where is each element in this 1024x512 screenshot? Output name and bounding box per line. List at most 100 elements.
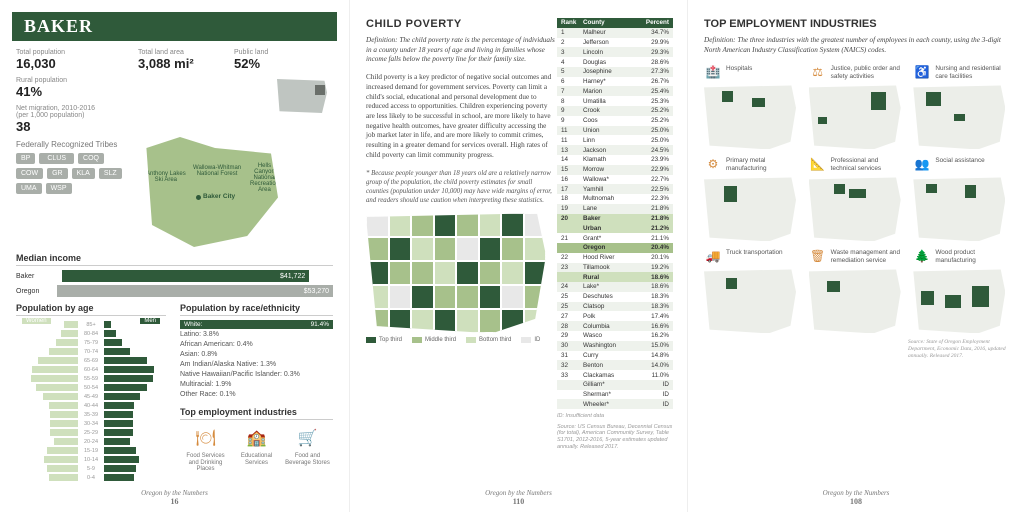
rank-percent: 25.2% <box>639 117 669 124</box>
age-bar-women <box>31 375 78 382</box>
tribe-tag: SLZ <box>99 168 122 179</box>
rank-row: 33Clackamas11.0% <box>557 370 673 380</box>
rank-number: 18 <box>561 195 583 202</box>
age-bar-women <box>64 321 78 328</box>
choropleth-cell <box>524 237 547 261</box>
rank-number: 14 <box>561 156 583 163</box>
age-bar-men <box>104 402 134 409</box>
rank-number: 13 <box>561 147 583 154</box>
industry-item: 🚚Truck transportation <box>704 249 799 333</box>
rank-row: 9Coos25.2% <box>557 116 673 126</box>
rank-percent: 17.4% <box>639 313 669 320</box>
age-bar-men <box>104 393 140 400</box>
rank-county: Clatsop <box>583 303 639 310</box>
choropleth-legend: Top thirdMiddle thirdBottom thirdID <box>366 337 556 343</box>
rank-number: 8 <box>561 98 583 105</box>
choropleth-cell <box>479 285 502 309</box>
choropleth-cell <box>479 237 502 261</box>
rank-county: Curry <box>583 352 639 359</box>
tribe-tag: CLUS <box>39 153 74 164</box>
rank-percent: 20.1% <box>639 254 669 261</box>
age-bar-women <box>49 474 78 481</box>
rank-number: 22 <box>561 254 583 261</box>
rank-row: 7Marion25.4% <box>557 86 673 96</box>
choropleth-map <box>366 213 546 333</box>
choropleth-cell <box>434 285 457 309</box>
employment-icon: 🏫 <box>246 428 268 450</box>
age-row: 35-39 <box>16 410 166 419</box>
race-row: Am Indian/Alaska Native: 1.3% <box>180 359 333 369</box>
rank-county: Deschutes <box>583 293 639 300</box>
rank-number: 11 <box>561 137 583 144</box>
age-row: 80-84 <box>16 329 166 338</box>
rank-number: 25 <box>561 303 583 310</box>
age-row: 10-14 <box>16 455 166 464</box>
age-pyramid-chart: Women Men 85+80-8475-7970-7465-6960-6455… <box>16 320 166 490</box>
industry-highlight <box>871 92 886 110</box>
employment-label: Food and Beverage Stores <box>283 453 333 466</box>
rank-county: Sherman* <box>583 391 639 398</box>
age-bar-men <box>104 357 147 364</box>
rank-source: Source: US Census Bureau, Decennial Cens… <box>557 424 673 450</box>
rank-county: Baker <box>583 215 639 222</box>
median-bar: $53,270 <box>57 285 333 297</box>
rank-number: 3 <box>561 49 583 56</box>
rank-county: Columbia <box>583 323 639 330</box>
choropleth-cell <box>524 285 547 309</box>
age-bar-women <box>32 366 78 373</box>
choropleth-cell <box>411 213 434 237</box>
choropleth-cell <box>501 309 524 333</box>
page-number: 110 <box>350 497 687 506</box>
industry-highlight <box>954 114 965 122</box>
rank-table: Rank County Percent 1Malheur34.7%2Jeffer… <box>557 18 673 450</box>
rank-percent: 19.2% <box>639 264 669 271</box>
age-bar-men <box>104 330 116 337</box>
rank-number: 17 <box>561 186 583 193</box>
age-category: 30-34 <box>78 421 104 427</box>
rank-percent: 16.2% <box>639 332 669 339</box>
tribe-tag: COW <box>16 168 43 179</box>
rank-county: Polk <box>583 313 639 320</box>
rank-row: Oregon20.4% <box>557 243 673 253</box>
city-dot-label: Baker City <box>203 193 235 200</box>
age-bar-women <box>50 429 78 436</box>
rank-number: 11 <box>561 127 583 134</box>
rank-number: 33 <box>561 372 583 379</box>
rank-percent: ID <box>639 401 669 408</box>
industry-highlight <box>945 295 962 308</box>
rank-table-head: Rank County Percent <box>557 18 673 28</box>
industry-highlight <box>921 291 934 305</box>
choropleth-cell <box>456 285 479 309</box>
industry-highlight <box>926 92 941 106</box>
industry-item: ♿Nursing and residential care facilities <box>913 65 1008 149</box>
employment-item: 🛒Food and Beverage Stores <box>283 428 333 473</box>
rank-percent: 21.8% <box>639 205 669 212</box>
industry-highlight <box>827 281 840 293</box>
age-bar-women <box>47 465 78 472</box>
rank-head-rank: Rank <box>561 19 583 26</box>
page-footer-middle: Oregon by the Numbers 110 <box>350 489 687 506</box>
rank-county: Hood River <box>583 254 639 261</box>
age-bar-men <box>104 465 136 472</box>
rank-row: 32Benton14.0% <box>557 360 673 370</box>
age-category: 10-14 <box>78 457 104 463</box>
rank-number: 5 <box>561 68 583 75</box>
age-category: 50-54 <box>78 385 104 391</box>
rank-percent: 25.0% <box>639 137 669 144</box>
age-row: 55-59 <box>16 374 166 383</box>
age-category: 55-59 <box>78 376 104 382</box>
age-row: 15-19 <box>16 446 166 455</box>
choropleth-cell <box>411 261 434 285</box>
rank-percent: 29.3% <box>639 49 669 56</box>
rank-number: 27 <box>561 313 583 320</box>
rank-percent: 22.7% <box>639 176 669 183</box>
choropleth-cell <box>389 213 412 237</box>
footer-title: Oregon by the Numbers <box>823 489 890 497</box>
rank-head-county: County <box>583 19 639 26</box>
rank-county: Josephine <box>583 68 639 75</box>
median-label: Baker <box>16 273 56 280</box>
rank-number <box>561 274 583 281</box>
rank-percent: 25.4% <box>639 88 669 95</box>
industry-state-map <box>704 177 796 241</box>
industry-label: Primary metal manufacturing <box>726 157 799 172</box>
